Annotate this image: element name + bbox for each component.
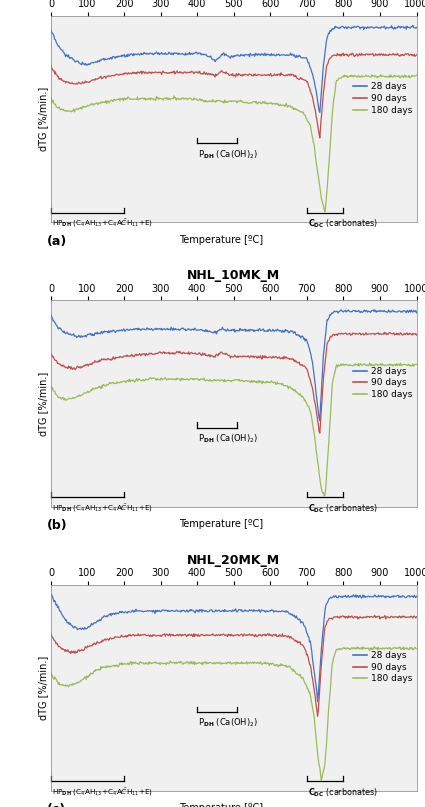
Y-axis label: dTG [%/min.]: dTG [%/min.] bbox=[38, 371, 48, 436]
Text: P$_{\mathbf{DH}}$ (Ca(OH)$_2$): P$_{\mathbf{DH}}$ (Ca(OH)$_2$) bbox=[198, 717, 258, 730]
Text: (a): (a) bbox=[47, 235, 68, 248]
Legend: 28 days, 90 days, 180 days: 28 days, 90 days, 180 days bbox=[354, 82, 412, 115]
Text: $\mathbf{C_{DC}}$ (carbonates): $\mathbf{C_{DC}}$ (carbonates) bbox=[308, 502, 377, 515]
Y-axis label: dTG [%/min.]: dTG [%/min.] bbox=[38, 87, 48, 151]
Legend: 28 days, 90 days, 180 days: 28 days, 90 days, 180 days bbox=[354, 366, 412, 399]
Text: (c): (c) bbox=[47, 803, 66, 807]
Legend: 28 days, 90 days, 180 days: 28 days, 90 days, 180 days bbox=[354, 651, 412, 684]
Text: Temperature [ºC]: Temperature [ºC] bbox=[179, 235, 263, 245]
Text: HP$_{\mathbf{DH}}$ (C$_4$AH$_{13}$+C$_4$A$\bar{C}$H$_{11}$+E): HP$_{\mathbf{DH}}$ (C$_4$AH$_{13}$+C$_4$… bbox=[52, 502, 153, 514]
Text: $\mathbf{C_{DC}}$ (carbonates): $\mathbf{C_{DC}}$ (carbonates) bbox=[308, 787, 377, 799]
Text: Temperature [ºC]: Temperature [ºC] bbox=[179, 803, 263, 807]
Y-axis label: dTG [%/min.]: dTG [%/min.] bbox=[38, 656, 48, 720]
Text: HP$_{\mathbf{DH}}$ (C$_4$AH$_{13}$+C$_4$A$\bar{C}$H$_{11}$+E): HP$_{\mathbf{DH}}$ (C$_4$AH$_{13}$+C$_4$… bbox=[52, 787, 153, 798]
Text: P$_{\mathbf{DH}}$ (Ca(OH)$_2$): P$_{\mathbf{DH}}$ (Ca(OH)$_2$) bbox=[198, 148, 258, 161]
Text: (b): (b) bbox=[47, 519, 68, 532]
Title: NHL_10MK_M: NHL_10MK_M bbox=[187, 270, 280, 282]
Text: Temperature [ºC]: Temperature [ºC] bbox=[179, 519, 263, 529]
Text: P$_{\mathbf{DH}}$ (Ca(OH)$_2$): P$_{\mathbf{DH}}$ (Ca(OH)$_2$) bbox=[198, 433, 258, 445]
Text: HP$_{\mathbf{DH}}$ (C$_4$AH$_{13}$+C$_4$A$\bar{C}$H$_{11}$+E): HP$_{\mathbf{DH}}$ (C$_4$AH$_{13}$+C$_4$… bbox=[52, 218, 153, 229]
Title: NHL_20MK_M: NHL_20MK_M bbox=[187, 554, 280, 567]
Text: $\mathbf{C_{DC}}$ (carbonates): $\mathbf{C_{DC}}$ (carbonates) bbox=[308, 218, 377, 231]
